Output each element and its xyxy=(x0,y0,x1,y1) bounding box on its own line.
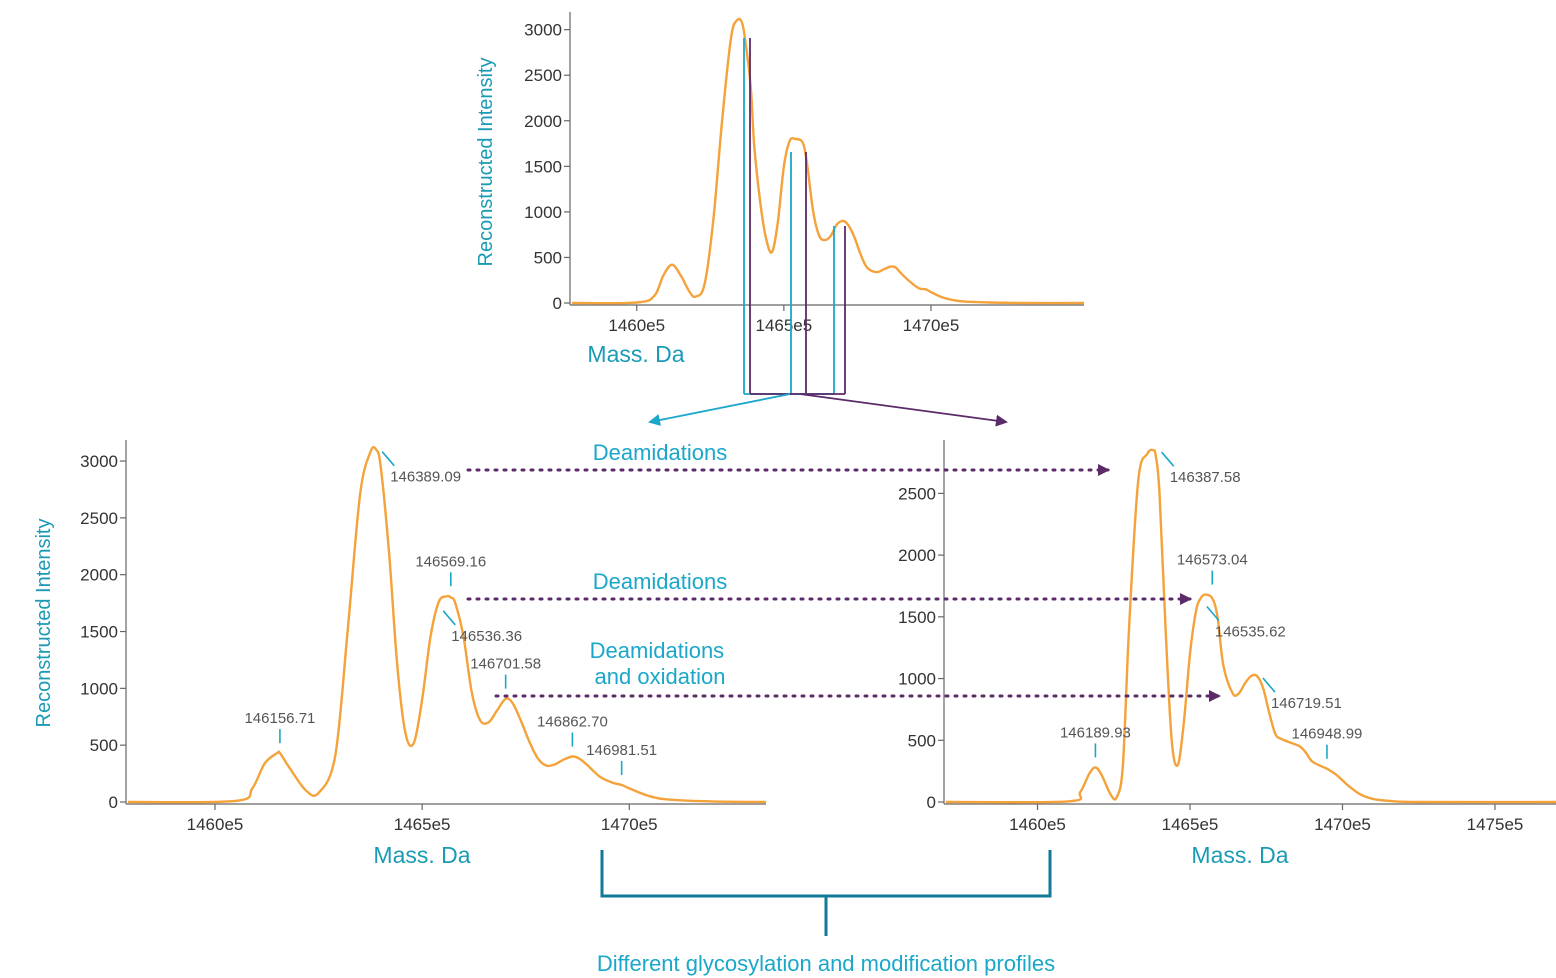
left-y-tick-label: 2500 xyxy=(80,509,118,528)
teal-split-arrow xyxy=(648,393,791,426)
left-peak-label: 146536.36 xyxy=(451,628,522,645)
arrow-label-deamidations-oxidation: Deamidations and oxidation xyxy=(590,638,731,689)
right-peak-label: 146573.04 xyxy=(1177,552,1248,569)
purple-split-arrow xyxy=(799,393,1008,427)
top-y-tick-label: 1500 xyxy=(524,157,562,176)
top-x-tick-label: 1470e5 xyxy=(903,316,960,335)
right-peak-annotation: 146535.62 xyxy=(1206,605,1286,640)
left-peak-label: 146862.70 xyxy=(537,714,608,731)
arrow-label-3-line-1: Deamidations xyxy=(590,638,725,663)
right-peak-label: 146719.51 xyxy=(1271,695,1342,712)
right-peak-annotation: 146573.04 xyxy=(1177,552,1248,585)
right-peak-label: 146948.99 xyxy=(1291,726,1362,743)
left-peak-label: 146389.09 xyxy=(390,469,461,486)
right-peak-leader xyxy=(1262,677,1276,693)
left-y-tick-label: 1000 xyxy=(80,679,118,698)
top-y-tick-label: 500 xyxy=(534,248,562,267)
right-x-tick-label: 1460e5 xyxy=(1009,815,1066,834)
right-x-tick-label: 1470e5 xyxy=(1314,815,1371,834)
right-y-tick-label: 1500 xyxy=(898,608,936,627)
left-peak-annotation: 146701.58 xyxy=(470,656,541,689)
top-y-tick-label: 3000 xyxy=(524,21,562,40)
left-y-tick-label: 500 xyxy=(90,736,118,755)
left-y-tick-label: 2000 xyxy=(80,566,118,585)
svg-text:Deamidations: Deamidations xyxy=(593,440,728,465)
arrow-label-1-line-1: Deamidations xyxy=(593,440,728,465)
arrow-label-2-line-1: Deamidations xyxy=(593,569,728,594)
right-spectrum-chart: 0 500 1000 1500 2000 2500 1460e5 1465e5 1470e5 14… xyxy=(898,440,1556,868)
right-y-tick-label: 2000 xyxy=(898,546,936,565)
right-peak-label: 146535.62 xyxy=(1215,623,1286,640)
split-connector-lines xyxy=(648,38,1008,427)
left-peak-annotation: 146389.09 xyxy=(381,451,461,486)
left-x-axis-label: Mass. Da xyxy=(373,842,470,868)
right-peak-label: 146387.58 xyxy=(1170,469,1241,486)
top-x-axis-label: Mass. Da xyxy=(587,341,684,367)
right-peak-leader xyxy=(1161,451,1175,467)
right-peak-label: 146189.93 xyxy=(1060,724,1131,741)
top-x-tick-label: 1465e5 xyxy=(755,316,812,335)
right-x-axis-label: Mass. Da xyxy=(1191,842,1288,868)
bottom-bracket: Different glycosylation and modification… xyxy=(597,850,1055,976)
right-y-tick-label: 0 xyxy=(927,793,936,812)
right-peak-annotation: 146387.58 xyxy=(1161,451,1241,486)
right-peak-leader xyxy=(1206,605,1220,622)
left-peak-label: 146156.71 xyxy=(244,710,315,727)
arrow-label-deamidations-1: Deamidations xyxy=(593,440,728,465)
left-peak-annotation: 146156.71 xyxy=(244,710,315,744)
top-y-tick-label: 1000 xyxy=(524,203,562,222)
right-peak-annotation: 146189.93 xyxy=(1060,724,1131,758)
svg-text:Deamidations: Deamidations xyxy=(593,569,728,594)
top-y-axis-label: Reconstructed Intensity xyxy=(475,58,497,267)
arrow-label-3-line-2: and oxidation xyxy=(595,664,726,689)
left-y-tick-label: 1500 xyxy=(80,623,118,642)
top-y-tick-label: 2000 xyxy=(524,112,562,131)
top-y-tick-label: 2500 xyxy=(524,66,562,85)
right-spectrum-trace xyxy=(945,448,1556,804)
top-spectrum-chart: 0 500 1000 1500 2000 2500 3000 1460e5 1465e5 1470… xyxy=(475,12,1085,367)
left-y-tick-label: 0 xyxy=(109,793,118,812)
left-x-tick-label: 1460e5 xyxy=(187,815,244,834)
top-x-tick-label: 1460e5 xyxy=(608,316,665,335)
left-y-axis-label: Reconstructed Intensity xyxy=(33,519,55,728)
left-peak-label: 146701.58 xyxy=(470,656,541,673)
left-spectrum-trace xyxy=(127,445,767,804)
svg-text:Deamidations and oxidati: Deamidations and oxidation xyxy=(590,638,731,689)
left-peak-annotation: 146569.16 xyxy=(415,553,486,587)
left-peak-annotation: 146981.51 xyxy=(586,742,657,775)
left-peak-label: 146569.16 xyxy=(415,553,486,570)
top-spectrum-trace xyxy=(571,17,1085,305)
right-x-tick-label: 1465e5 xyxy=(1162,815,1219,834)
left-peak-leader xyxy=(442,610,456,626)
bracket-shape xyxy=(600,850,1052,936)
bracket-caption: Different glycosylation and modification… xyxy=(597,951,1055,976)
shift-arrows xyxy=(466,464,1221,702)
left-peak-leader xyxy=(381,451,395,467)
left-peak-annotation: 146536.36 xyxy=(442,610,522,645)
right-peak-annotation: 146719.51 xyxy=(1262,677,1342,712)
left-peak-label: 146981.51 xyxy=(586,742,657,759)
left-x-tick-label: 1470e5 xyxy=(601,815,658,834)
arrow-label-deamidations-2: Deamidations xyxy=(593,569,728,594)
top-y-tick-label: 0 xyxy=(553,294,562,313)
right-y-tick-label: 500 xyxy=(908,731,936,750)
left-peak-annotation: 146862.70 xyxy=(537,714,608,747)
right-x-tick-label: 1475e5 xyxy=(1467,815,1524,834)
left-y-tick-label: 3000 xyxy=(80,452,118,471)
right-peak-annotation: 146948.99 xyxy=(1291,726,1362,759)
left-x-tick-label: 1465e5 xyxy=(394,815,451,834)
right-y-tick-label: 2500 xyxy=(898,484,936,503)
right-y-tick-label: 1000 xyxy=(898,670,936,689)
left-spectrum-chart: 0 500 1000 1500 2000 2500 3000 1460e5 1465e5 1470… xyxy=(33,440,767,868)
